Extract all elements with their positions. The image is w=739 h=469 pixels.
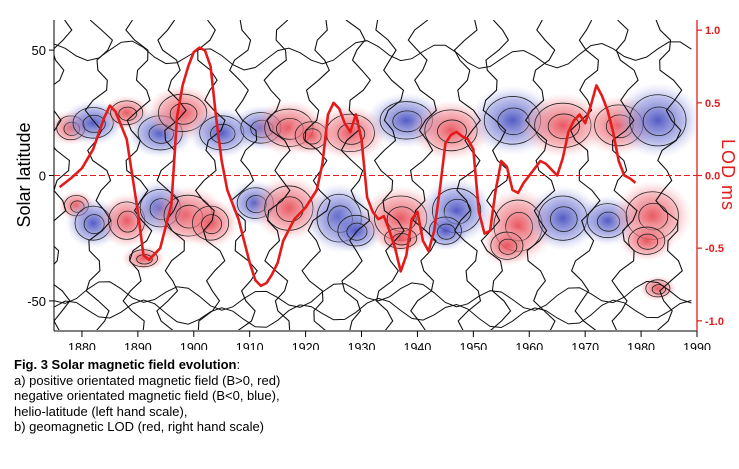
x-tick-label: 1970 bbox=[571, 341, 599, 350]
y-tick-label-left: 0 bbox=[39, 169, 46, 184]
x-tick-label: 1990 bbox=[683, 341, 711, 350]
y-axis-label-right: LOD ms bbox=[718, 139, 738, 211]
x-tick-label: 1880 bbox=[68, 341, 96, 350]
x-tick-label: 1910 bbox=[236, 341, 264, 350]
axis-ticks: 1880 1890 1900 1910 1920 1930 1940 1950 1960 1970… bbox=[27, 25, 724, 350]
y-tick-label-right: 1.0 bbox=[705, 25, 720, 37]
x-tick-label: 1960 bbox=[515, 341, 543, 350]
lod-series-line bbox=[58, 46, 637, 288]
y-tick-label-right: 0.5 bbox=[705, 98, 720, 110]
x-tick-label: 1900 bbox=[180, 341, 208, 350]
caption-line: negative orientated magnetic field (B<0,… bbox=[14, 388, 280, 403]
y-tick-label-left: -50 bbox=[27, 294, 46, 309]
y-tick-label-left: 50 bbox=[32, 43, 46, 58]
x-tick-label: 1890 bbox=[124, 341, 152, 350]
chart-area: 1880 1890 1900 1910 1920 1930 1940 1950 1960 1970… bbox=[14, 20, 738, 350]
caption-line: helio-latitude (left hand scale), bbox=[14, 403, 188, 419]
y-tick-label-right: -0.5 bbox=[705, 243, 724, 255]
x-tick-label: 1930 bbox=[348, 341, 376, 350]
caption-line: a) positive orientated magnetic field (B… bbox=[14, 372, 281, 388]
x-tick-label: 1950 bbox=[459, 341, 487, 350]
y-tick-label-right: 0.0 bbox=[705, 171, 720, 183]
y-tick-label-right: -1.0 bbox=[705, 316, 724, 328]
y-axis-label-left: Solar latitude bbox=[14, 122, 34, 227]
x-tick-label: 1940 bbox=[404, 341, 432, 350]
figure-caption: Fig. 3 Solar magnetic field evolution: a… bbox=[14, 357, 534, 435]
caption-title: Fig. 3 Solar magnetic field evolution bbox=[14, 357, 237, 372]
x-tick-label: 1920 bbox=[292, 341, 320, 350]
x-tick-label: 1980 bbox=[627, 341, 655, 350]
caption-title-suffix: : bbox=[236, 357, 241, 372]
caption-line: b) geomagnetic LOD (red, right hand scal… bbox=[14, 419, 265, 434]
